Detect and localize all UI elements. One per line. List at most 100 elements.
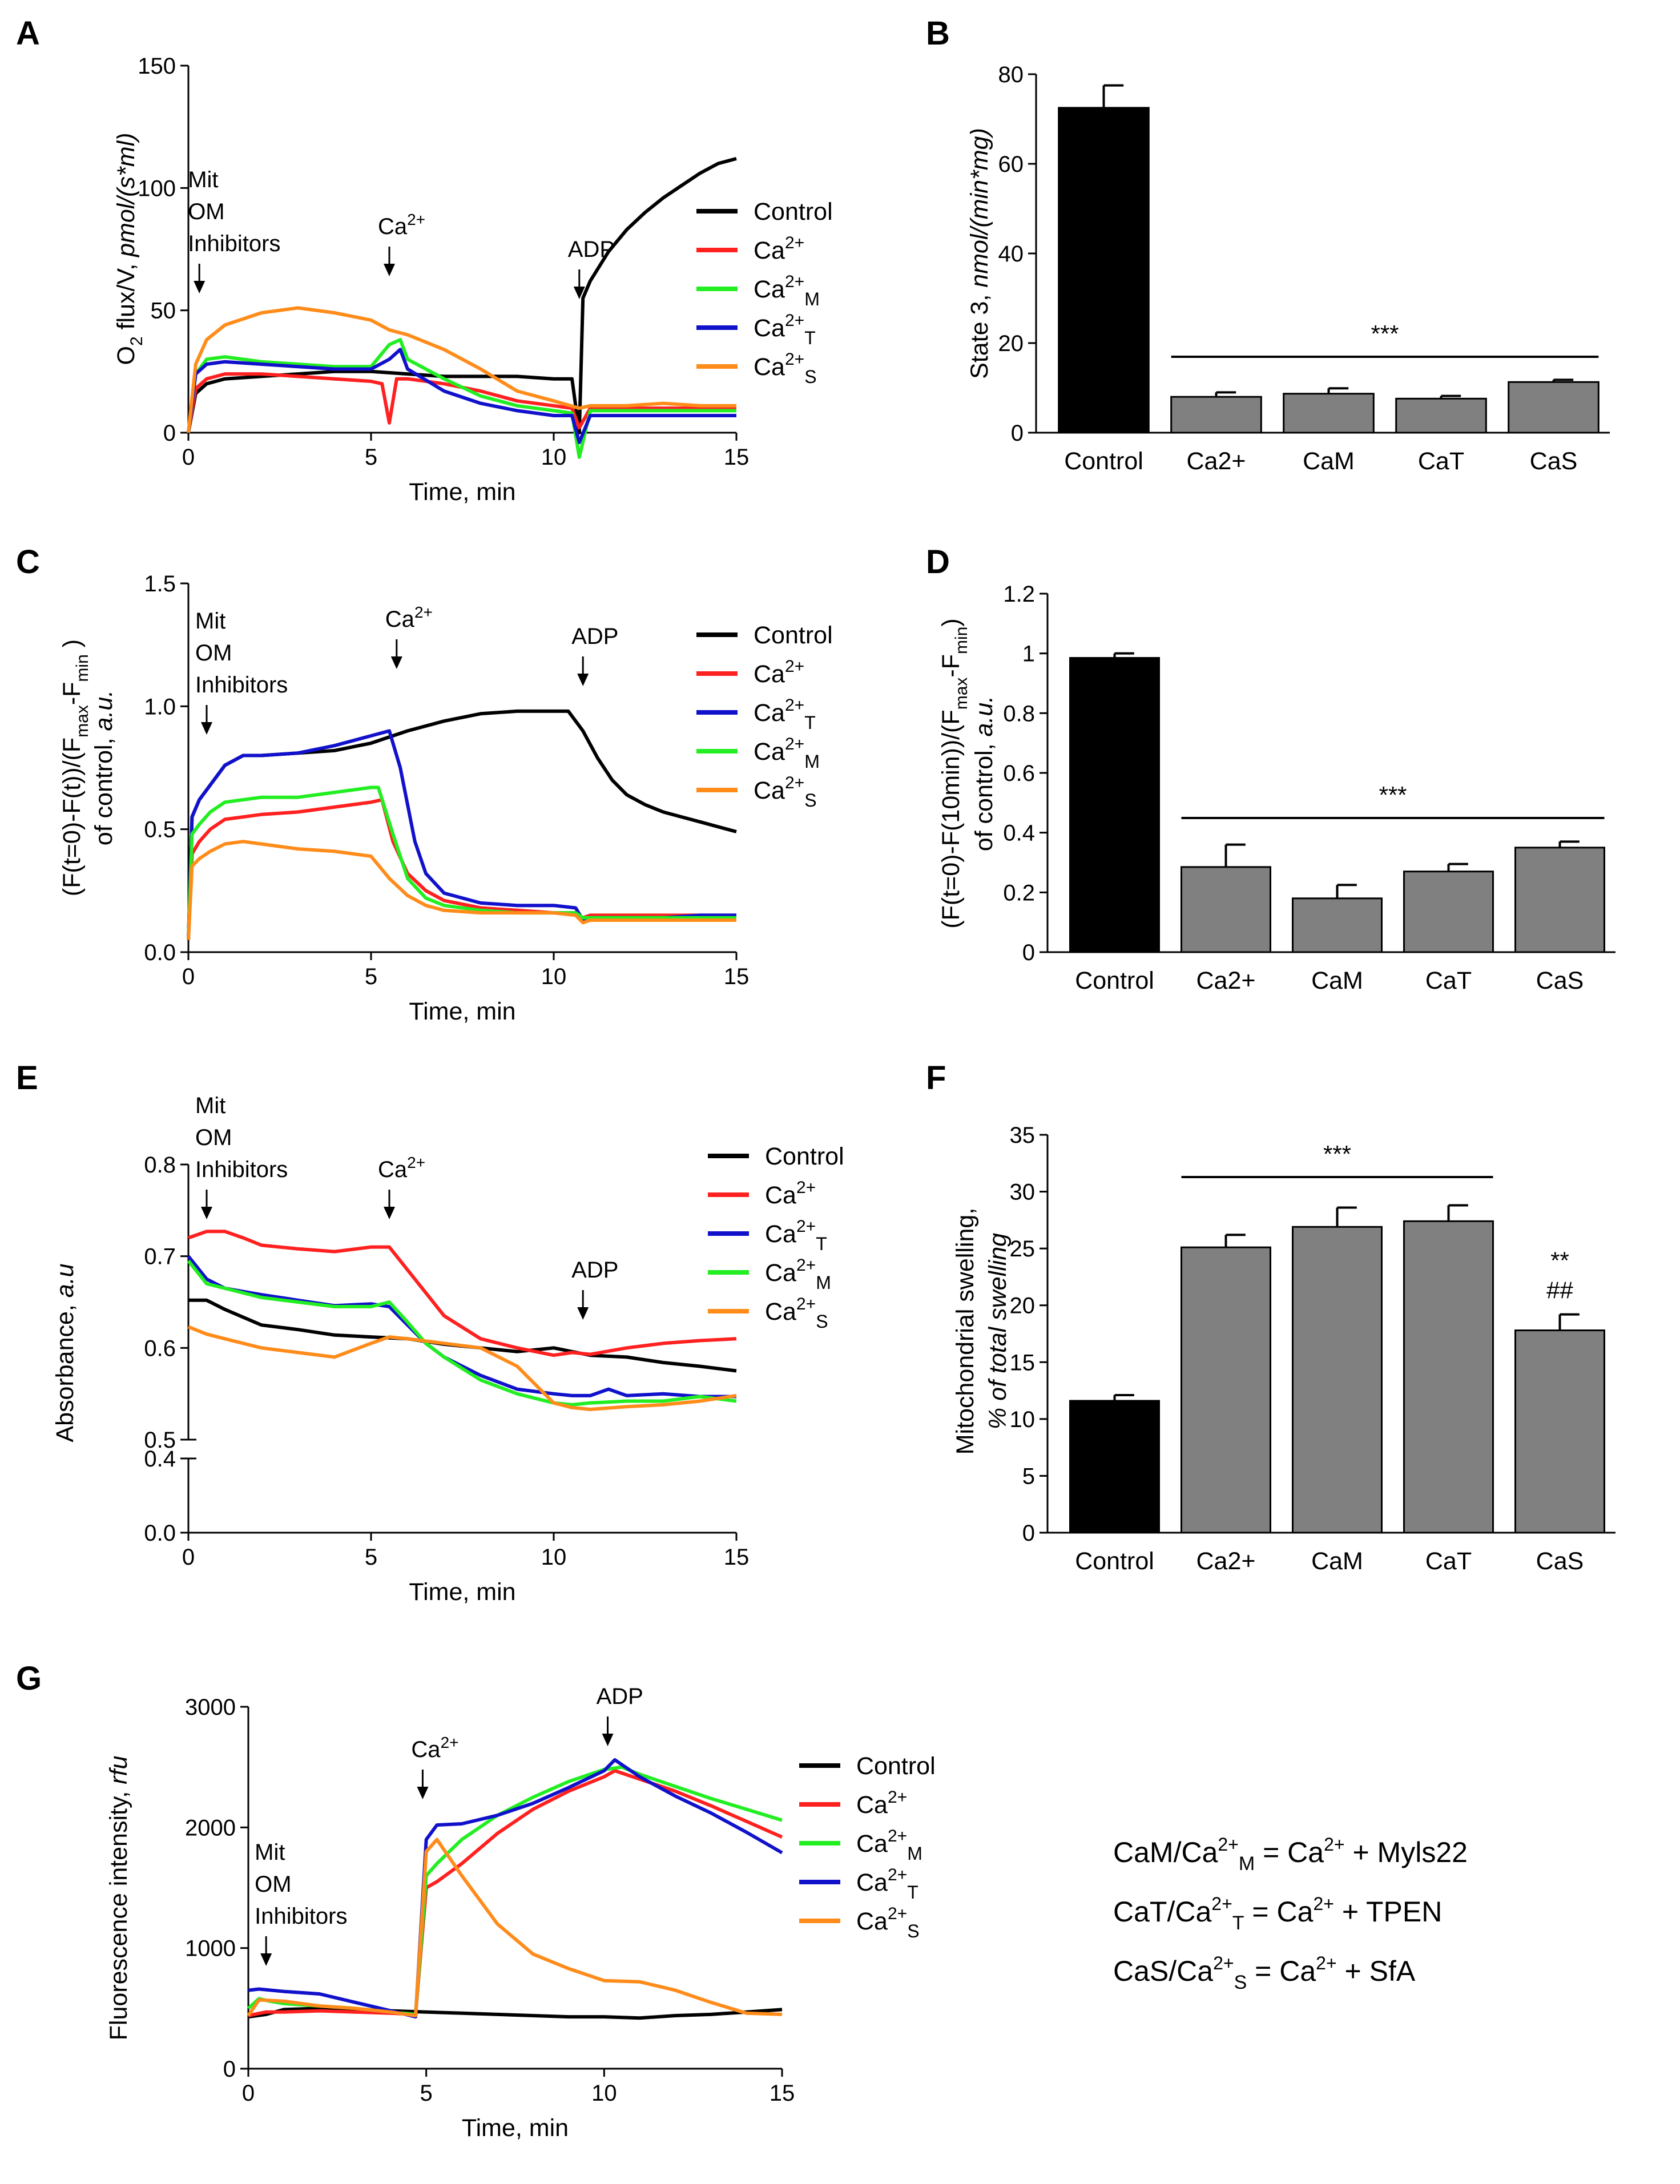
annotation-1-arrow-head	[390, 656, 402, 669]
legend-label-ca2plust: Ca2+T	[754, 696, 816, 733]
y-tick-label: 0	[1011, 421, 1024, 446]
x-axis-label: Time, min	[409, 478, 515, 506]
y-tick-label: 0	[223, 2057, 236, 2082]
y-axis-label: Fluorescence intensity, rfu	[105, 1756, 132, 2041]
annotation-0-text-2: Inhibitors	[188, 231, 280, 256]
series-line-ca2pluss	[187, 306, 736, 433]
bar-cat	[1403, 1220, 1494, 1534]
y-tick-label: 1	[1022, 642, 1035, 667]
y-tick-label: 0.5	[144, 817, 176, 843]
legend-label-ca2plus: Ca2+	[754, 657, 804, 688]
annotation-0-text-2: Inhibitors	[195, 1157, 288, 1182]
x-category-label-ca2plus: Ca2+	[1196, 967, 1256, 994]
x-axis-label: Time, min	[409, 998, 515, 1025]
annotation-2-arrow-head	[577, 674, 589, 686]
y-tick-label: 20	[998, 331, 1024, 356]
panel-label-b: B	[926, 15, 950, 52]
series-line-ca2plusm	[187, 1259, 737, 1407]
y-tick-label: 0.6	[144, 1336, 176, 1361]
x-category-label-control: Control	[1075, 1548, 1154, 1575]
x-tick-label: 10	[541, 1545, 567, 1570]
y-axis-label-line-1: (F(t=0)-F(t))/(Fmax-Fmin )	[58, 639, 92, 896]
bar-cas	[1514, 847, 1605, 953]
series-line-ca2plust	[187, 348, 736, 445]
y-axis-label: O2 flux/V, pmol/(s*ml)	[112, 133, 146, 365]
note-cas: CaS/Ca2+S = Ca2+ + SfA	[1113, 1953, 1416, 1993]
y-tick-label: 5	[1022, 1464, 1035, 1489]
abbreviation-notes: CaM/Ca2+M = Ca2+ + Myls22 CaT/Ca2+T = Ca…	[1113, 1834, 1468, 1993]
annotation-2-text-0: ADP	[571, 1258, 618, 1283]
y-tick-label: 1.5	[144, 571, 176, 597]
y-tick-label: 0.5	[144, 1428, 176, 1453]
legend-label-ca2plus: Ca2+	[765, 1178, 816, 1209]
annotation-2-text-0: ADP	[568, 237, 615, 262]
x-category-label-cam: CaM	[1311, 1548, 1363, 1575]
x-category-label-ca2plus: Ca2+	[1187, 448, 1246, 475]
x-tick-label: 15	[724, 445, 750, 470]
legend-label-ca2plust: Ca2+T	[856, 1865, 918, 1903]
annotation-0-text-0: Mit	[195, 609, 225, 634]
bar-ca2plus	[1170, 396, 1262, 434]
series-line-control	[187, 157, 737, 434]
annotation-0-text-2: Inhibitors	[195, 672, 288, 698]
bar-cas	[1508, 381, 1600, 434]
y-axis-label: Absorbance, a.u	[51, 1263, 79, 1442]
series-line-ca2plus	[188, 1230, 737, 1357]
y-tick-label: 80	[998, 62, 1024, 87]
legend-label-ca2pluss: Ca2+S	[765, 1295, 828, 1332]
legend-label-ca2plust: Ca2+T	[754, 311, 816, 348]
x-category-label-cat: CaT	[1418, 448, 1464, 475]
x-tick-label: 0	[182, 964, 195, 989]
y-tick-label: 0.4	[144, 1446, 176, 1472]
annotation-1-text-0: Ca2+	[378, 1154, 425, 1182]
y-tick-label: 60	[998, 152, 1024, 177]
annotation-1-text-0: Ca2+	[385, 603, 433, 632]
panel-d-bar-chart: 0 0.2 0.4 0.6 0.8 1 1.2 Control Ca2+ CaM CaT CaS ***…	[937, 582, 1615, 994]
series-line-ca2pluss	[247, 1838, 783, 2017]
series-line-ca2plus	[248, 1769, 783, 2017]
series-line-control	[188, 1298, 737, 1373]
bar-cam	[1292, 897, 1383, 953]
x-category-label-control: Control	[1064, 448, 1143, 475]
annotation-1-arrow-head	[384, 1207, 395, 1219]
significance-stars: ***	[1323, 1141, 1351, 1167]
panel-g-line-chart: 0 5 10 15 0 1000 2000 3000 Time, min Mit OM Inhibit…	[105, 1684, 936, 2142]
y-tick-label: 0	[163, 421, 176, 446]
y-tick-label: 100	[138, 176, 176, 201]
series-line-ca2plust	[248, 1758, 783, 2019]
annotation-0-arrow-head	[201, 722, 212, 735]
annotation-0-arrow-head	[194, 281, 206, 293]
annotation-0-text-1: OM	[195, 640, 232, 666]
series-line-ca2pluss	[187, 840, 736, 940]
annotation-1-arrow-head	[384, 264, 395, 276]
bar-control	[1069, 1400, 1160, 1534]
y-tick-label: 35	[1010, 1123, 1036, 1148]
series-line-control	[248, 2006, 783, 2020]
y-tick-label: 1000	[185, 1936, 236, 1961]
panel-label-g: G	[16, 1660, 42, 1697]
y-tick-label: 3000	[185, 1695, 236, 1720]
x-category-label-cas: CaS	[1530, 448, 1578, 475]
y-tick-label: 0.4	[1003, 821, 1035, 846]
legend-label-ca2plust: Ca2+T	[765, 1217, 827, 1254]
panel-label-c: C	[16, 543, 40, 581]
y-tick-label: 0.2	[1003, 880, 1035, 905]
y-tick-label: 150	[138, 54, 176, 79]
y-tick-label: 20	[1010, 1294, 1036, 1319]
y-tick-label: 0.7	[144, 1244, 176, 1270]
x-category-label-ca2plus: Ca2+	[1196, 1548, 1256, 1575]
series-line-ca2plusm	[187, 338, 736, 459]
y-axis-label-line-1: Mitochondrial swelling,	[952, 1208, 979, 1455]
y-tick-label: 30	[1010, 1180, 1036, 1205]
y-axis-label-line-2: of control, a.u.	[970, 696, 998, 852]
note-cam: CaM/Ca2+M = Ca2+ + Myls22	[1113, 1834, 1468, 1875]
bar-cas	[1514, 1329, 1605, 1534]
significance-stars: ***	[1371, 320, 1399, 347]
bar-cat	[1395, 397, 1487, 434]
legend-label-ca2pluss: Ca2+S	[754, 350, 817, 387]
y-tick-label: 40	[998, 241, 1024, 267]
annotation-2-arrow-head	[602, 1734, 614, 1746]
